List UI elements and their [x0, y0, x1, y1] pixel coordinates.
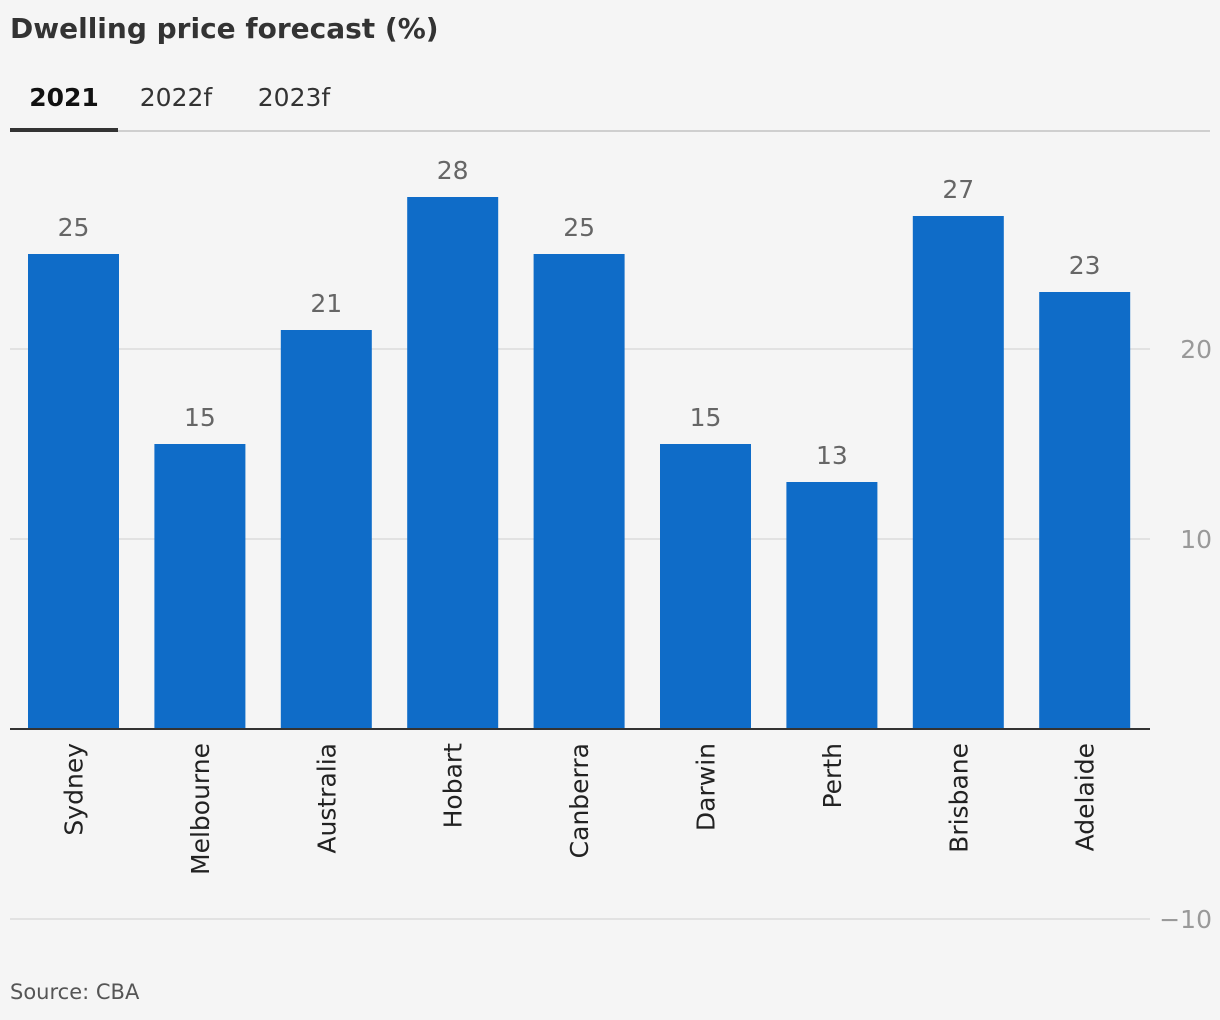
y-tick-label: 20: [1180, 335, 1212, 364]
y-tick-label: 10: [1180, 525, 1212, 554]
bar-brisbane[interactable]: [912, 216, 1004, 729]
chart-title: Dwelling price forecast (%): [10, 12, 439, 45]
bar-darwin[interactable]: [660, 444, 751, 729]
data-label: 25: [58, 213, 90, 242]
category-label: Adelaide: [1071, 743, 1100, 851]
source-note: Source: CBA: [10, 980, 140, 1004]
data-label: 27: [942, 175, 974, 204]
tab-2022f[interactable]: 2022f: [139, 83, 213, 112]
data-label: 15: [184, 403, 216, 432]
bar-hobart[interactable]: [407, 197, 499, 729]
category-label: Darwin: [692, 743, 721, 831]
bar-canberra[interactable]: [533, 254, 625, 729]
bar-perth[interactable]: [786, 482, 878, 729]
data-label: 21: [310, 289, 342, 318]
data-label: 28: [437, 156, 469, 185]
category-label: Sydney: [60, 743, 89, 836]
year-tabs: 2021 2022f 2023f: [10, 78, 1210, 132]
category-label: Hobart: [439, 743, 468, 829]
category-label: Perth: [818, 743, 847, 809]
category-label: Canberra: [565, 743, 594, 858]
category-label: Australia: [312, 743, 341, 854]
data-label: 23: [1069, 251, 1101, 280]
y-tick-label: −10: [1159, 905, 1212, 934]
bar-adelaide[interactable]: [1039, 292, 1131, 729]
data-label: 13: [816, 441, 848, 470]
tab-2021[interactable]: 2021: [10, 78, 118, 132]
bar-melbourne[interactable]: [154, 444, 246, 729]
bar-australia[interactable]: [280, 330, 372, 729]
data-label: 15: [690, 403, 722, 432]
bar-sydney[interactable]: [28, 254, 119, 729]
data-label: 25: [563, 213, 595, 242]
category-label: Brisbane: [944, 743, 973, 853]
category-label: Melbourne: [186, 743, 215, 875]
tab-2023f[interactable]: 2023f: [257, 83, 331, 112]
